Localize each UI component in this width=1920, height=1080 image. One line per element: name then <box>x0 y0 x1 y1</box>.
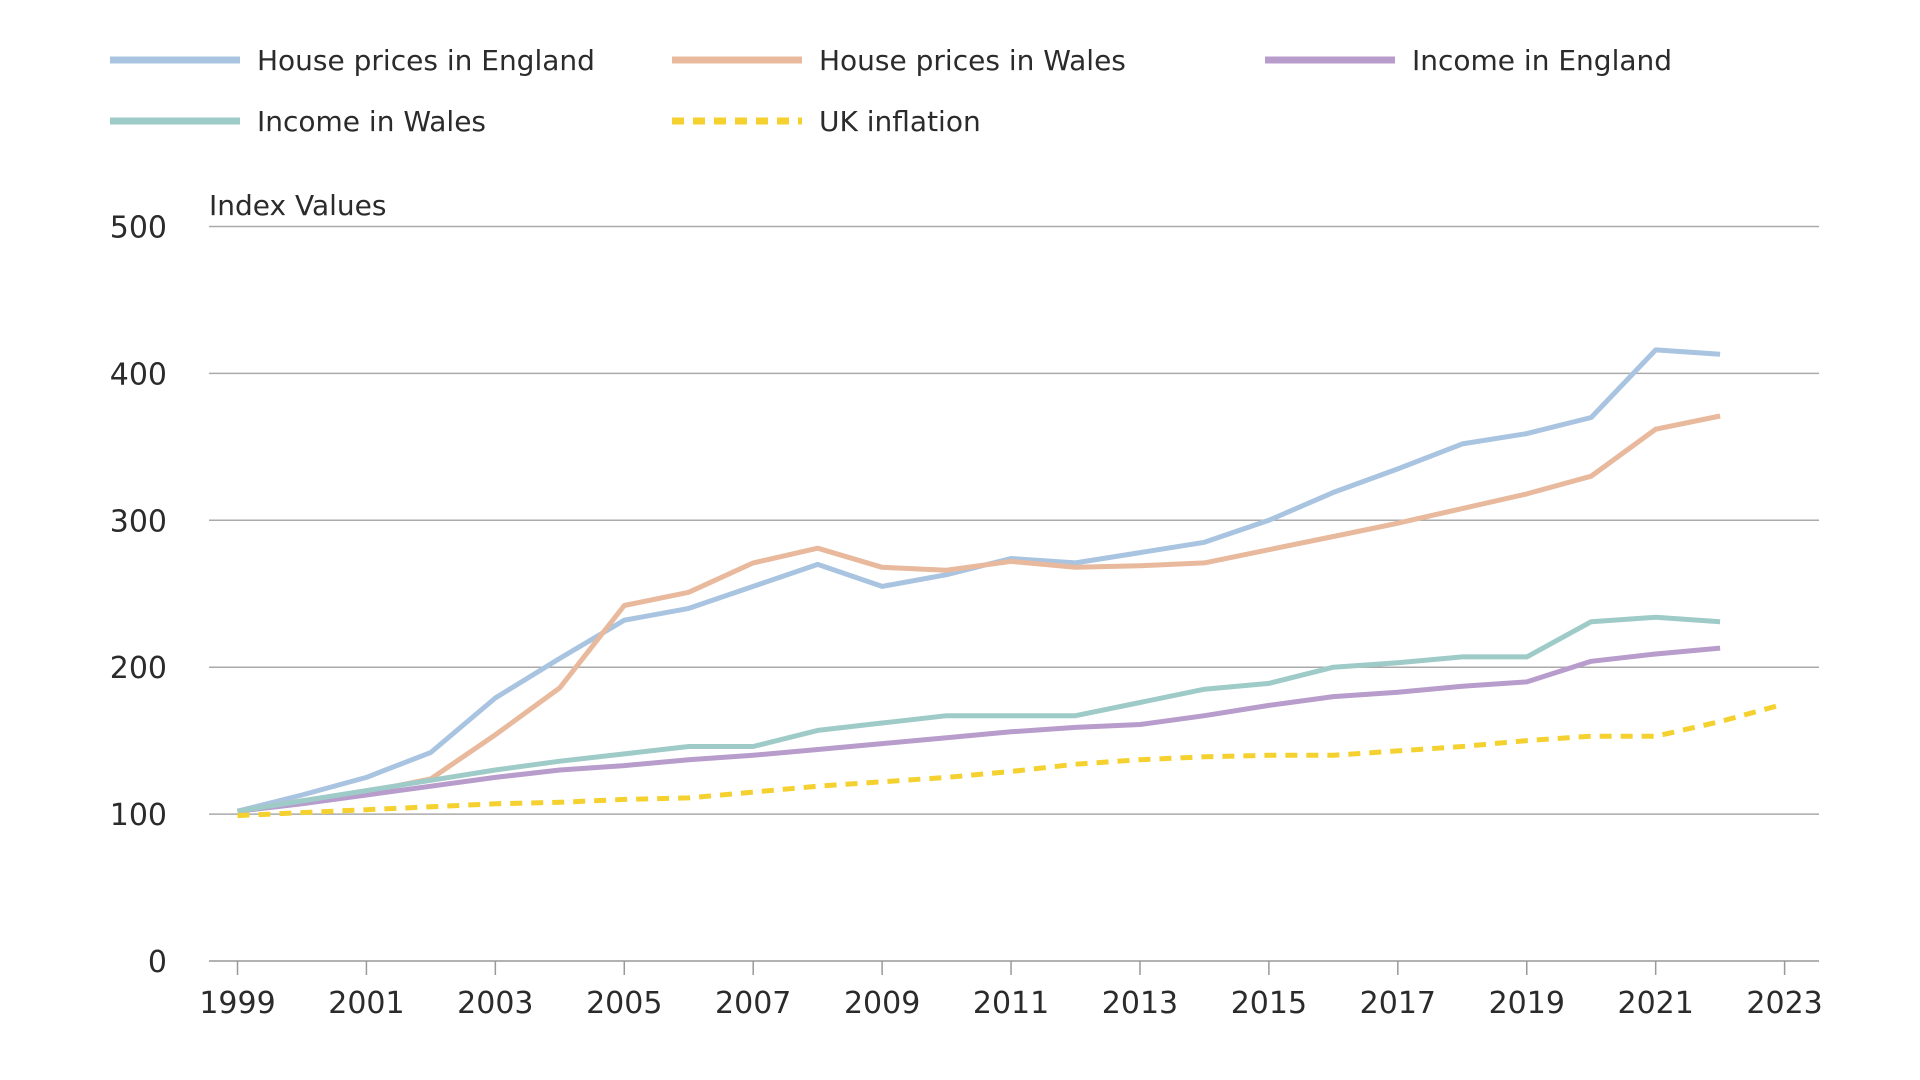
x-tick-label: 2019 <box>1489 986 1565 1021</box>
series-line-income-in-england <box>237 645 1721 814</box>
y-tick-label: 100 <box>110 798 167 833</box>
y-tick-label: 300 <box>110 504 167 539</box>
series-line-income-in-wales <box>237 614 1721 814</box>
x-tick-label: 2021 <box>1617 986 1693 1021</box>
legend-label: Income in England <box>1412 44 1672 77</box>
series-line-house-prices-in-wales <box>237 413 1721 814</box>
y-axis-label: Index Values <box>209 189 386 222</box>
y-tick-label: 200 <box>110 651 167 686</box>
x-tick-label: 2023 <box>1746 986 1822 1021</box>
x-ticks: 1999 2001 2003 2005 2007 2009 2011 2013 2015 2017… <box>199 961 1823 1021</box>
x-tick-label: 2003 <box>457 986 533 1021</box>
y-tick-label: 500 <box>110 211 167 246</box>
x-tick-label: 2005 <box>586 986 662 1021</box>
legend: House prices in England House prices in W… <box>110 44 1672 138</box>
legend-label: House prices in England <box>257 44 595 77</box>
x-tick-label: 2011 <box>973 986 1049 1021</box>
legend-label: House prices in Wales <box>819 44 1126 77</box>
series-line-uk-inflation <box>237 701 1786 819</box>
y-tick-label: 0 <box>148 945 167 980</box>
series-lines <box>236 347 1786 819</box>
x-tick-label: 2007 <box>715 986 791 1021</box>
x-tick-label: 2013 <box>1102 986 1178 1021</box>
y-tick-label: 400 <box>110 357 167 392</box>
y-ticks: 0 100 200 300 400 500 <box>110 211 167 981</box>
legend-label: Income in Wales <box>257 105 486 138</box>
x-tick-label: 2001 <box>328 986 404 1021</box>
x-tick-label: 2009 <box>844 986 920 1021</box>
legend-label: UK inflation <box>819 105 981 138</box>
gridlines <box>209 225 1819 962</box>
x-tick-label: 2017 <box>1360 986 1436 1021</box>
x-tick-label: 2015 <box>1231 986 1307 1021</box>
x-tick-label: 1999 <box>199 986 275 1021</box>
